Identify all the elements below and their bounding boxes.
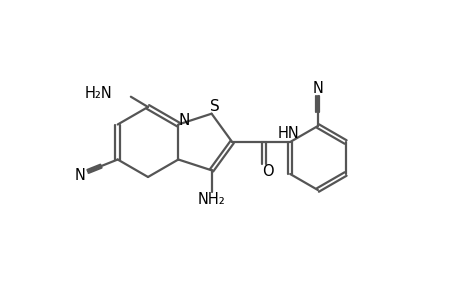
Text: N: N — [74, 168, 85, 183]
Text: NH₂: NH₂ — [197, 192, 225, 207]
Text: N: N — [178, 113, 190, 128]
Text: O: O — [262, 164, 274, 179]
Text: HN: HN — [277, 125, 298, 140]
Text: S: S — [209, 99, 219, 114]
Text: N: N — [312, 80, 323, 95]
Text: H₂N: H₂N — [85, 86, 112, 101]
